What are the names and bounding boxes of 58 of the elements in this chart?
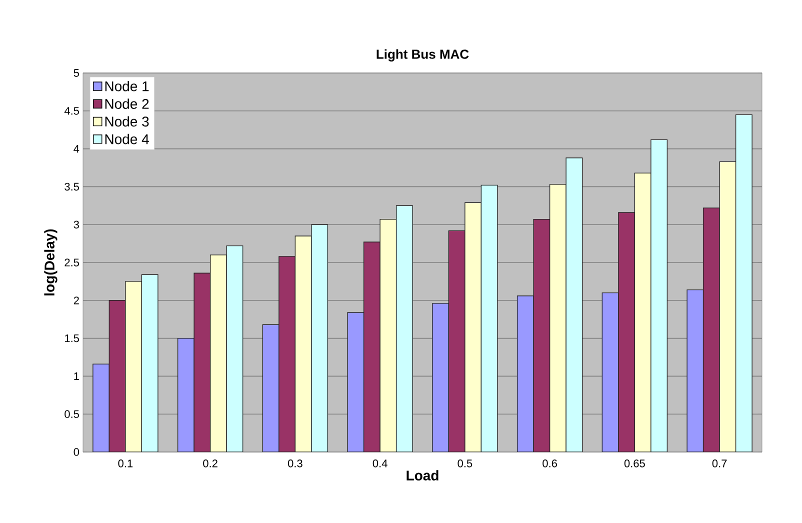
bar: [618, 212, 635, 452]
bar: [380, 219, 396, 452]
bar: [517, 296, 534, 452]
bar: [448, 230, 465, 452]
legend-label: Node 4: [105, 134, 149, 144]
bar: [566, 158, 582, 452]
legend-label: Node 3: [105, 116, 149, 127]
x-tick-label: 0.4: [372, 460, 388, 468]
bar: [396, 206, 413, 452]
bar: [210, 254, 227, 452]
y-tick-label: 4: [74, 145, 80, 153]
bar: [534, 219, 550, 452]
bar: [550, 184, 566, 452]
bar: [194, 273, 210, 452]
bar: [178, 338, 194, 452]
x-tick-label: 0.3: [288, 460, 302, 468]
bar: [735, 114, 752, 452]
chart-title: Light Bus MAC: [376, 49, 469, 62]
bar: [650, 140, 668, 452]
legend-label: Node 2: [105, 98, 149, 109]
bar: [311, 224, 328, 452]
y-tick-label: 0: [74, 448, 80, 456]
y-tick-label: 1: [74, 372, 79, 380]
x-tick-label: 0.1: [118, 460, 133, 468]
x-tick-label: 0.6: [542, 460, 557, 468]
y-tick-label: 3: [74, 220, 79, 228]
x-axis-title: Load: [406, 470, 438, 480]
bar: [109, 300, 126, 452]
bar: [125, 281, 142, 452]
x-tick-label: 0.2: [203, 460, 218, 468]
legend-label: Node 1: [105, 80, 149, 92]
x-tick-label: 0.5: [458, 460, 472, 468]
y-tick-label: 2.5: [64, 258, 79, 266]
y-tick-label: 2: [74, 296, 79, 304]
y-tick-label: 5: [74, 69, 79, 77]
bar: [295, 236, 312, 452]
bar: [348, 312, 364, 452]
bar: [481, 185, 498, 452]
bar: [464, 202, 482, 452]
bar: [602, 292, 618, 452]
y-tick-label: 4.5: [64, 107, 79, 115]
bar: [702, 208, 720, 452]
bar: [634, 173, 651, 452]
bar: [142, 274, 158, 452]
bar: [432, 303, 449, 452]
bar: [262, 324, 279, 452]
bar: [719, 161, 736, 452]
bar: [686, 289, 704, 452]
bar: [226, 246, 243, 452]
bar: [92, 364, 110, 452]
bar: [278, 256, 296, 452]
bar: [364, 242, 380, 452]
y-tick-label: 1.5: [65, 334, 79, 342]
y-axis-title: log(Delay): [44, 229, 58, 296]
x-tick-label: 0.7: [712, 460, 727, 468]
y-tick-label: 3.5: [64, 182, 79, 191]
x-tick-label: 0.65: [624, 460, 645, 468]
y-tick-label: 0.5: [64, 410, 79, 418]
